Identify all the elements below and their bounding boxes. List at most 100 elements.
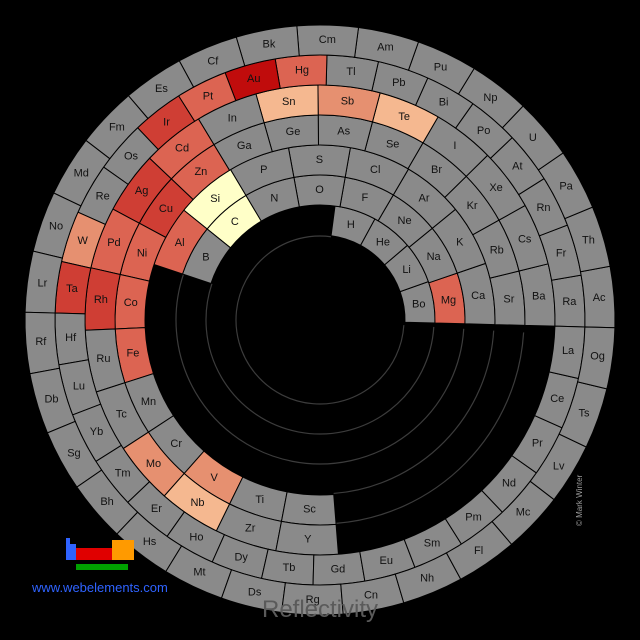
element-cell-ac[interactable]: Ac [579,265,616,329]
element-cell-tb[interactable]: Tb [260,548,315,586]
element-cell-mg[interactable]: Mg [428,272,466,325]
element-cell-co[interactable]: Co [114,273,150,330]
element-symbol: W [78,235,89,247]
element-symbol: F [361,192,368,204]
element-symbol: Ar [419,192,430,204]
element-cell-hf[interactable]: Hf [54,312,89,366]
element-symbol: Cu [159,203,173,215]
spiral-guide-arc [333,330,495,495]
element-cell-gd[interactable]: Gd [312,551,366,586]
element-symbol: Bh [100,496,113,508]
element-cell-og[interactable]: Og [577,326,616,390]
element-symbol: Se [386,138,399,150]
element-symbol: Th [582,234,595,246]
element-cell-sg[interactable]: Sg [46,420,103,488]
element-symbol: Cm [319,34,336,46]
element-symbol: Pm [465,511,482,523]
element-symbol: Si [210,193,220,205]
element-symbol: As [337,125,350,137]
element-cell-mc[interactable]: Mc [491,480,555,546]
element-cell-y[interactable]: Y [275,520,339,556]
element-symbol: Pr [532,438,543,450]
element-symbol: Tl [346,66,355,78]
element-symbol: Te [398,111,410,123]
element-cell-ra[interactable]: Ra [551,274,586,328]
element-cell-rh[interactable]: Rh [84,267,121,331]
element-symbol: Bo [412,298,425,310]
element-symbol: Bk [263,39,276,51]
element-symbol: V [211,472,219,484]
element-symbol: Og [590,351,605,363]
element-symbol: B [202,252,209,264]
element-symbol: Sr [503,294,514,306]
element-cell-ru[interactable]: Ru [84,328,126,393]
element-cell-tl[interactable]: Tl [325,54,380,92]
element-symbol: Ts [578,407,590,419]
element-cell-la[interactable]: La [548,325,586,380]
element-symbol: K [456,236,464,248]
element-cell-sr[interactable]: Sr [489,270,526,326]
element-cell-rf[interactable]: Rf [24,311,61,375]
spiral-guide-arc [335,332,525,524]
element-cell-am[interactable]: Am [354,26,420,71]
element-cell-sb[interactable]: Sb [317,84,381,123]
element-symbol: Lv [553,460,565,472]
element-cell-cm[interactable]: Cm [296,24,360,58]
element-cell-s[interactable]: S [287,144,351,178]
element-symbol: Ti [255,494,264,506]
element-symbol: Nh [420,573,434,585]
element-symbol: Sb [341,96,354,108]
element-symbol: Hf [65,332,77,344]
element-symbol: Ba [532,290,546,302]
element-symbol: Nd [502,478,516,490]
element-symbol: Er [151,503,162,515]
element-symbol: Ne [398,215,412,227]
element-cell-o[interactable]: O [293,174,346,208]
element-symbol: Db [44,394,58,406]
element-symbol: Al [175,237,185,249]
element-symbol: Pd [107,237,120,249]
element-symbol: In [228,112,237,124]
element-symbol: Re [96,190,110,202]
element-symbol: Sg [67,448,80,460]
element-cell-sc[interactable]: Sc [280,491,337,526]
element-symbol: Co [124,297,138,309]
element-symbol: Sm [424,537,441,549]
element-symbol: Bi [439,97,449,109]
element-symbol: Sc [303,504,316,516]
element-symbol: Mo [146,458,161,470]
element-symbol: Ru [96,353,110,365]
element-symbol: Fr [556,248,567,260]
element-symbol: Ca [471,290,486,302]
element-symbol: La [562,345,575,357]
element-symbol: Y [304,534,312,546]
element-symbol: Ac [593,292,606,304]
element-cell-bo[interactable]: Bo [399,280,436,324]
element-symbol: He [376,236,390,248]
element-cell-es[interactable]: Es [127,60,195,120]
element-cell-as[interactable]: As [317,114,374,152]
element-cell-hg[interactable]: Hg [274,54,328,89]
element-cells: Bo Li He H Mg Na Ne F O N C B Ca K Ar Cl S P Si Al Sr Rb Kr Br S… [24,24,616,616]
element-symbol: Hg [295,65,309,77]
element-symbol: H [347,219,355,231]
element-symbol: Kr [467,200,478,212]
element-symbol: Yb [90,426,103,438]
element-cell-ta[interactable]: Ta [54,260,92,315]
element-cell-ds[interactable]: Ds [220,569,286,614]
element-symbol: Ir [163,117,170,129]
element-symbol: Ta [66,283,79,295]
element-symbol: N [270,192,278,204]
element-symbol: Cs [518,233,532,245]
element-symbol: Ds [248,586,262,598]
element-symbol: S [316,154,323,166]
spiral-guide-arc [235,235,405,405]
element-symbol: U [529,132,537,144]
element-symbol: Ce [550,393,564,405]
element-symbol: Br [431,164,442,176]
element-symbol: Es [155,83,168,95]
copyright-credit: © Mark Winter [575,474,584,526]
site-link[interactable]: www.webelements.com [32,580,168,595]
element-symbol: Mc [516,507,531,519]
